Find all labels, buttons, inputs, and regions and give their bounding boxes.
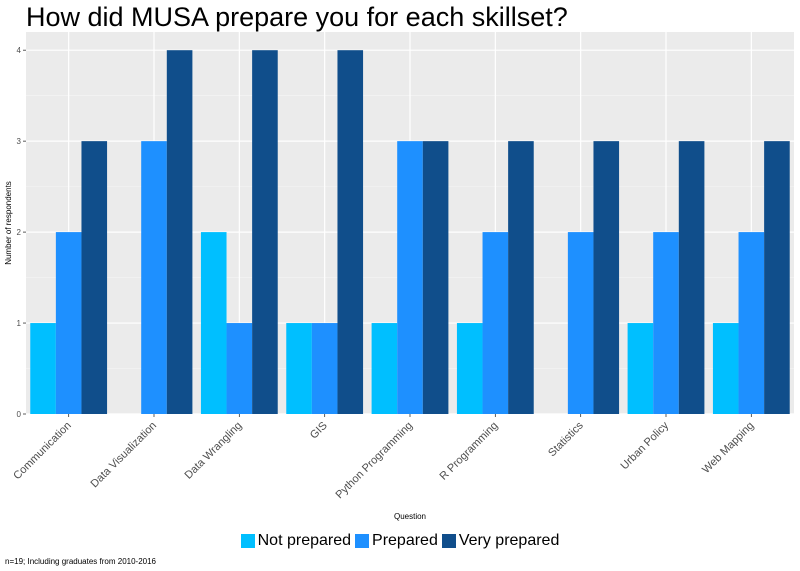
x-tick-label: Python Programming [334,420,416,502]
bar [337,50,364,414]
bar [593,141,620,414]
bar [371,323,398,414]
bar [81,141,108,414]
x-tick-label: Communication [11,420,74,483]
legend-swatch [240,534,255,548]
bar [678,141,705,414]
bar [311,323,338,414]
bar [200,232,227,414]
x-tick-label: GIS [308,420,330,442]
bar [397,141,423,414]
bar [141,141,167,414]
x-tick-label: Urban Policy [619,419,672,472]
bar [252,50,278,414]
bar [55,232,82,414]
y-tick-label: 0 [17,410,22,419]
bar [712,323,739,414]
y-tick-label: 3 [17,137,22,146]
chart-title: How did MUSA prepare you for each skills… [26,2,568,32]
bar [226,323,253,414]
legend-item: Not prepared [240,532,352,550]
x-axis: Communication Data Visualization Data Wran… [11,414,756,501]
bar [286,323,312,414]
legend-swatch [355,534,370,548]
bar [567,232,594,414]
x-tick-label: Data Wrangling [182,420,244,482]
y-axis: 0 1 2 3 4 [17,46,26,419]
bar [508,141,534,414]
bar [653,232,679,414]
legend-swatch [441,534,456,548]
y-tick-label: 4 [17,46,22,55]
bar [422,141,449,414]
y-tick-label: 1 [17,319,22,328]
x-tick-label: Data Visualization [89,420,160,491]
bar [627,323,654,414]
legend-label: Prepared [372,532,438,549]
bar [764,141,790,414]
x-tick-label: R Programming [438,420,501,483]
bar [482,232,509,414]
legend-label: Not prepared [257,532,352,549]
y-axis-label: Number of respondents [4,181,13,265]
bar [738,232,765,414]
legend-item: Very prepared [441,532,560,550]
x-tick-label: Web Mapping [700,420,756,476]
y-tick-label: 2 [17,228,22,237]
legend-item: Prepared [355,532,438,550]
legend-label: Very prepared [458,532,560,549]
x-tick-label: Statistics [546,419,586,459]
bar [166,50,193,414]
bar-chart: 0 1 2 3 4 Communication Data Visualization Dat… [4,32,794,521]
bars [30,50,790,414]
bar [456,323,483,414]
bar [30,323,56,414]
chart-caption: n=19; Including graduates from 2010-2016 [5,557,156,566]
x-axis-label: Question [394,512,426,521]
legend: Not prepared Prepared Very prepared [0,532,800,550]
